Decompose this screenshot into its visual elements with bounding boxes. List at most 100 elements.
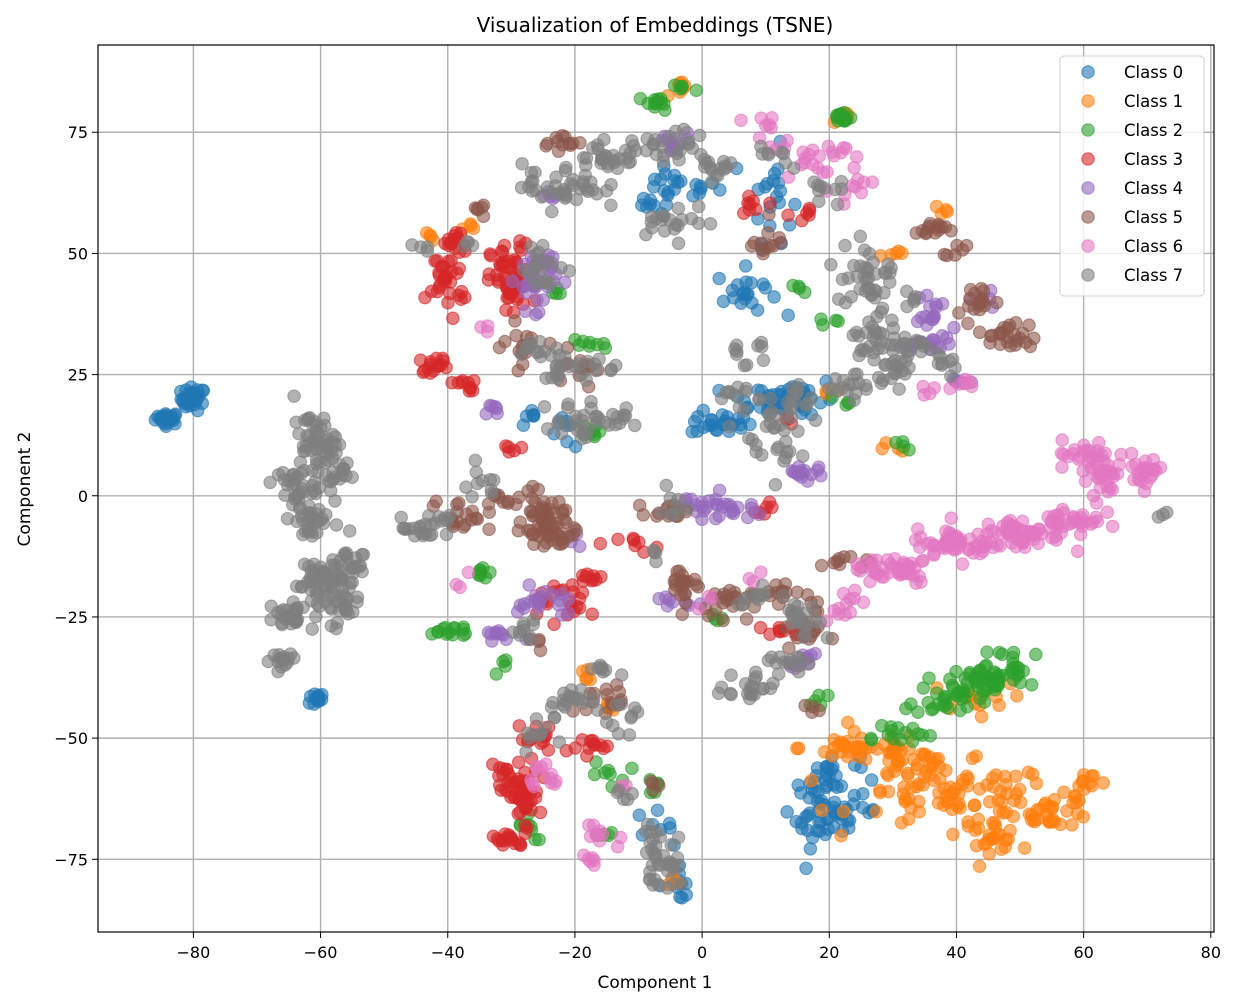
data-point-class-5 (482, 522, 496, 537)
data-point-class-6 (944, 511, 959, 526)
data-point-class-5 (492, 340, 507, 355)
data-point-class-6 (1138, 454, 1153, 468)
data-point-class-4 (695, 512, 709, 527)
data-point-class-3 (501, 440, 516, 455)
data-point-class-2 (951, 685, 966, 700)
data-point-class-6 (549, 774, 563, 789)
data-point-class-1 (943, 780, 958, 794)
data-point-class-6 (981, 517, 996, 532)
data-point-class-7 (469, 465, 484, 479)
legend-label: Class 2 (1124, 121, 1183, 140)
data-point-class-7 (668, 217, 683, 232)
data-point-class-6 (589, 827, 603, 842)
data-point-class-7 (787, 161, 801, 175)
data-point-class-7 (791, 424, 805, 439)
data-point-class-7 (828, 371, 843, 386)
data-point-class-7 (892, 382, 906, 396)
data-point-class-4 (528, 307, 543, 322)
data-point-class-7 (648, 545, 663, 560)
legend-marker (1081, 65, 1095, 79)
data-point-class-5 (719, 589, 734, 604)
data-point-class-7 (886, 321, 901, 336)
data-point-class-7 (852, 329, 866, 343)
data-point-class-0 (805, 830, 820, 845)
data-point-class-6 (780, 133, 794, 148)
data-point-class-7 (671, 859, 685, 874)
data-point-class-7 (755, 578, 770, 593)
data-point-class-7 (459, 480, 473, 494)
data-point-class-6 (812, 149, 827, 163)
data-point-class-0 (739, 275, 753, 289)
data-point-class-2 (973, 691, 987, 706)
data-point-class-1 (804, 773, 819, 788)
data-point-class-5 (754, 236, 768, 250)
data-point-class-7 (664, 838, 678, 852)
data-point-class-7 (813, 179, 828, 193)
data-point-class-7 (642, 872, 657, 887)
data-point-class-7 (567, 691, 582, 706)
data-point-class-3 (585, 733, 600, 748)
data-point-class-4 (553, 593, 568, 608)
data-point-class-2 (792, 279, 806, 294)
data-point-class-1 (869, 804, 883, 819)
data-point-class-1 (814, 803, 829, 818)
data-point-class-6 (1003, 518, 1017, 532)
data-point-class-3 (510, 775, 525, 789)
data-point-class-7 (519, 745, 533, 759)
data-point-class-7 (1151, 510, 1166, 524)
data-point-class-7 (614, 668, 629, 682)
legend-marker (1081, 181, 1095, 195)
data-point-class-0 (690, 424, 705, 438)
data-point-class-7 (639, 824, 653, 839)
data-point-class-7 (624, 709, 639, 723)
x-tick-label: 40 (946, 943, 966, 962)
data-point-class-0 (689, 177, 703, 192)
data-point-class-7 (648, 839, 663, 853)
data-point-class-7 (544, 204, 559, 219)
legend-marker (1081, 239, 1095, 253)
data-point-class-2 (970, 673, 985, 687)
data-point-class-0 (819, 759, 833, 774)
data-point-class-5 (476, 198, 491, 213)
data-point-class-6 (856, 175, 871, 190)
data-point-class-7 (552, 348, 567, 363)
data-point-class-2 (899, 701, 913, 716)
data-point-class-1 (971, 821, 986, 835)
data-point-class-0 (725, 283, 740, 298)
legend-label: Class 7 (1124, 266, 1183, 285)
data-point-class-1 (919, 764, 934, 779)
data-point-class-7 (271, 467, 286, 482)
data-point-class-0 (803, 841, 818, 856)
data-point-class-7 (857, 243, 872, 258)
data-point-class-2 (1016, 664, 1031, 678)
data-point-class-7 (318, 468, 333, 483)
data-point-class-7 (776, 146, 791, 161)
data-point-class-3 (428, 254, 442, 268)
data-point-class-4 (652, 591, 666, 606)
legend-label: Class 1 (1124, 92, 1183, 111)
data-point-class-1 (1053, 817, 1068, 832)
data-point-class-7 (576, 175, 591, 189)
data-point-class-1 (989, 768, 1003, 782)
data-point-class-4 (554, 608, 569, 622)
data-points (148, 75, 1174, 905)
data-point-class-7 (935, 358, 949, 372)
data-point-class-7 (530, 254, 545, 269)
data-point-class-6 (461, 565, 476, 580)
data-point-class-0 (187, 397, 202, 412)
y-tick-label: 50 (68, 244, 88, 263)
data-point-class-7 (431, 509, 446, 524)
data-point-class-2 (924, 702, 939, 717)
data-point-class-7 (729, 344, 744, 359)
data-point-class-0 (675, 891, 689, 905)
data-point-class-7 (783, 653, 798, 668)
data-point-class-7 (443, 508, 457, 523)
data-point-class-4 (530, 293, 544, 307)
data-point-class-7 (884, 371, 899, 386)
data-point-class-6 (525, 776, 540, 791)
data-point-class-7 (676, 122, 691, 137)
data-point-class-2 (881, 728, 896, 742)
data-point-class-1 (1068, 790, 1083, 804)
data-point-class-4 (702, 494, 717, 508)
